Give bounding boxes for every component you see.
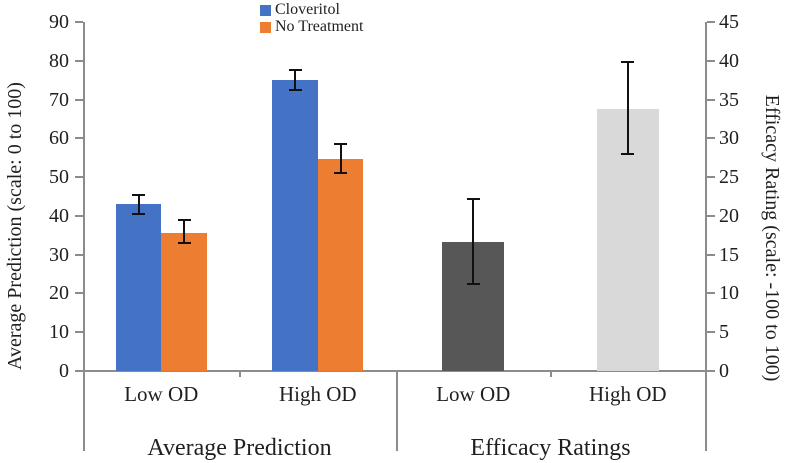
bar-no-treatment-low-od xyxy=(161,232,207,371)
legend-label: No Treatment xyxy=(275,18,364,35)
error-bar-cap-bottom xyxy=(288,88,302,91)
legend-label: Cloveritol xyxy=(275,1,340,18)
bar-cloveritol-low-od xyxy=(115,204,162,371)
left-axis-tick-label: 10 xyxy=(49,321,69,344)
left-axis-tick xyxy=(75,214,83,217)
category-label: High OD xyxy=(588,382,667,406)
right-axis-tick-label: 0 xyxy=(719,360,729,382)
right-axis-tick-label: 30 xyxy=(719,127,739,150)
error-bar-cap-bottom xyxy=(177,242,191,245)
right-axis-tick-label: 5 xyxy=(719,321,729,344)
error-bar-cap-bottom xyxy=(132,212,145,215)
no-treatment-swatch-icon xyxy=(260,21,271,33)
right-axis-tick-label: 25 xyxy=(719,166,739,189)
error-bar-line xyxy=(626,61,629,154)
left-axis-tick xyxy=(75,98,83,101)
legend: Cloveritol No Treatment xyxy=(260,1,364,37)
bar-no-treatment-high-od xyxy=(317,159,364,371)
left-axis-tick-label: 60 xyxy=(49,127,69,150)
error-bar-cap-top xyxy=(621,60,635,63)
left-axis-tick-label: 50 xyxy=(49,166,69,189)
error-bar-cap-top xyxy=(288,69,302,72)
category-boundary-tick xyxy=(238,371,241,377)
error-bar-cap-bottom xyxy=(466,283,480,286)
error-bar-cap-top xyxy=(466,197,480,200)
right-axis-tick xyxy=(707,21,715,23)
error-bar-cap-bottom xyxy=(334,172,347,175)
right-axis-tick xyxy=(707,331,715,334)
error-bar-line xyxy=(294,70,296,90)
left-axis-tick xyxy=(75,59,83,62)
error-bar-line xyxy=(183,219,185,244)
legend-item-no-treatment: No Treatment xyxy=(260,18,364,35)
right-y-axis-line xyxy=(705,22,707,451)
left-y-axis-line xyxy=(83,22,85,451)
left-axis-tick-label: 20 xyxy=(49,282,69,305)
left-axis-tick-label: 0 xyxy=(59,360,69,382)
left-axis-tick-label: 80 xyxy=(49,49,69,72)
error-bar-line xyxy=(339,144,342,174)
cloveritol-swatch-icon xyxy=(260,4,271,16)
error-bar-line xyxy=(137,195,140,214)
right-axis-title: Efficacy Rating (scale: -100 to 100) xyxy=(761,94,783,382)
left-axis-tick xyxy=(75,176,83,179)
right-axis-tick xyxy=(707,59,715,62)
right-axis-tick xyxy=(707,253,715,256)
bar-cloveritol-high-od xyxy=(272,80,318,371)
right-axis-tick xyxy=(707,98,715,101)
right-axis-tick-label: 45 xyxy=(719,11,739,33)
category-label: Low OD xyxy=(124,382,199,406)
error-bar-cap-bottom xyxy=(621,152,635,155)
left-axis-tick xyxy=(75,137,83,140)
left-axis-tick-label: 70 xyxy=(49,88,69,111)
error-bar-cap-top xyxy=(177,218,191,221)
left-axis-tick xyxy=(75,331,83,334)
right-axis-tick-label: 10 xyxy=(719,282,739,305)
left-axis-tick-label: 40 xyxy=(49,204,69,227)
group-divider-line xyxy=(396,371,398,451)
right-axis-tick xyxy=(707,370,715,372)
right-axis-tick xyxy=(707,176,715,179)
right-axis-tick-label: 40 xyxy=(719,49,739,72)
error-bar-cap-top xyxy=(334,143,347,146)
right-axis-tick xyxy=(707,214,715,217)
category-label: Low OD xyxy=(436,382,511,406)
left-axis-tick xyxy=(75,292,83,295)
error-bar-cap-top xyxy=(132,194,145,197)
group-label: Average Prediction xyxy=(147,435,332,461)
left-axis-tick xyxy=(75,21,83,23)
legend-item-cloveritol: Cloveritol xyxy=(260,1,363,18)
right-axis-tick-label: 35 xyxy=(719,88,739,111)
error-bar-line xyxy=(472,198,475,285)
right-axis-tick-label: 15 xyxy=(719,243,739,266)
right-axis-tick-label: 20 xyxy=(719,204,739,227)
group-label: Efficacy Ratings xyxy=(470,435,631,461)
category-boundary-tick xyxy=(549,371,552,377)
right-axis-tick xyxy=(707,137,715,140)
left-axis-tick xyxy=(75,370,83,372)
category-label: High OD xyxy=(278,382,357,406)
x-axis-line xyxy=(83,370,707,372)
left-axis-tick-label: 30 xyxy=(49,243,69,266)
left-axis-title: Average Prediction (scale: 0 to 100) xyxy=(4,82,26,370)
right-axis-tick xyxy=(707,292,715,295)
left-axis-tick-label: 90 xyxy=(49,11,69,33)
left-axis-tick xyxy=(75,253,83,256)
